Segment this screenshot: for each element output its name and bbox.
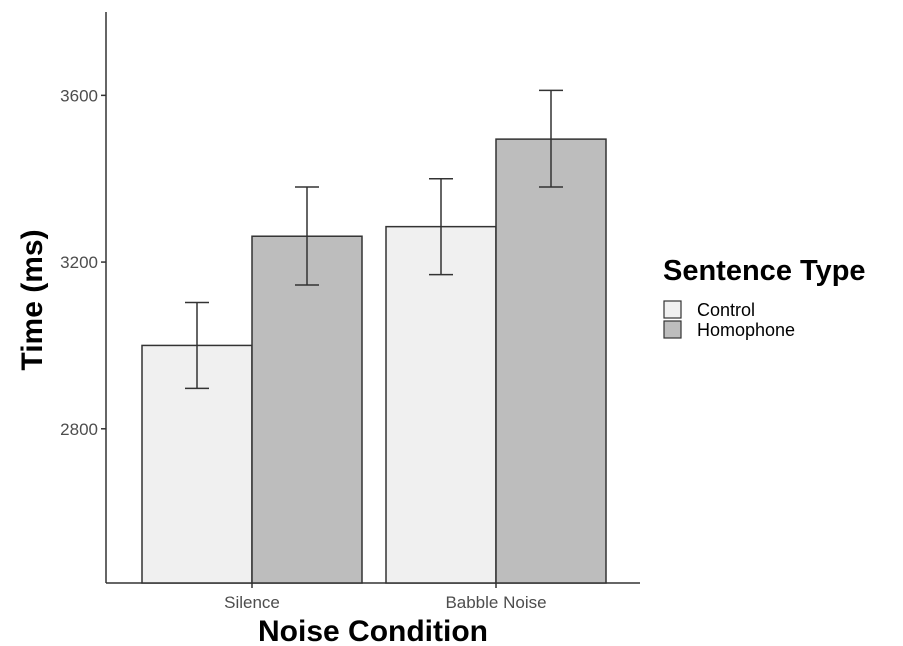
x-axis-title: Noise Condition	[258, 615, 488, 646]
y-tick-label: 2800	[60, 420, 98, 439]
x-ticks: Silence Babble Noise	[224, 583, 547, 612]
legend-label-homophone: Homophone	[697, 320, 795, 340]
x-tick-label: Silence	[224, 593, 280, 612]
x-tick-label: Babble Noise	[445, 593, 546, 612]
legend-title: Sentence Type	[663, 255, 866, 287]
bar-homophone-babble-noise	[495, 138, 607, 584]
legend-key-homophone	[663, 320, 682, 339]
bar-control-babble-noise	[385, 225, 497, 584]
bar-homophone-silence	[251, 235, 363, 584]
y-axis-title: Time (ms)	[16, 229, 49, 370]
bars	[141, 138, 607, 584]
y-tick-label: 3600	[60, 86, 98, 105]
legend-label-control: Control	[697, 300, 755, 320]
error-bars	[185, 89, 563, 390]
y-tick-label: 3200	[60, 253, 98, 272]
legend-key-control	[663, 300, 682, 319]
y-ticks: 2800 3200 3600	[60, 86, 106, 439]
